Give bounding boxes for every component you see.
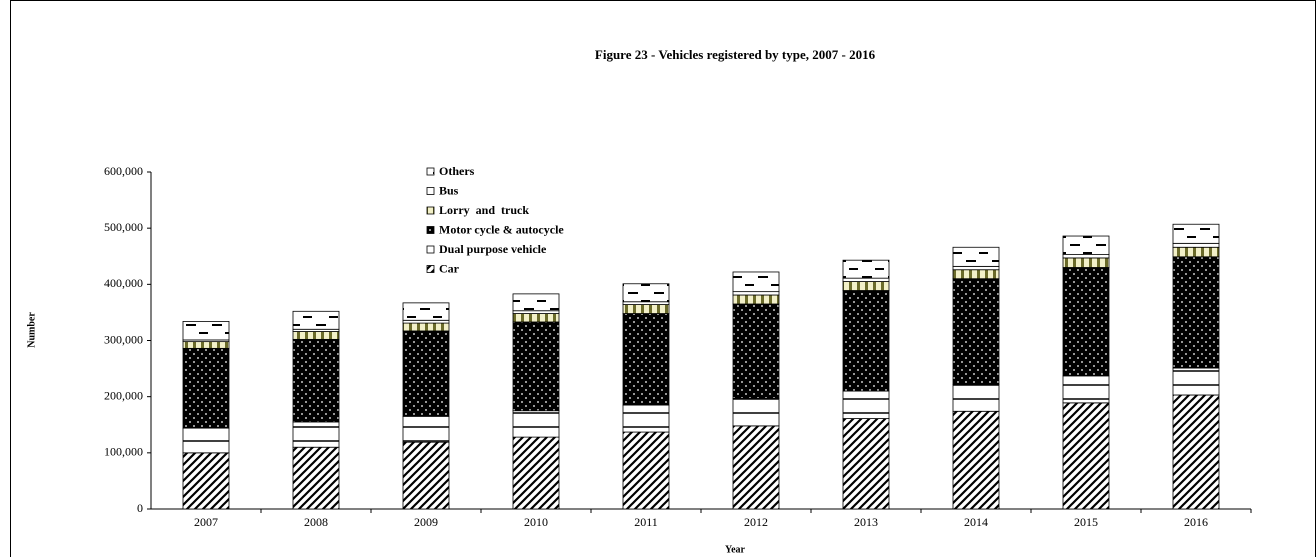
x-tick-label: 2016 [1184,515,1208,529]
y-tick-label: 300,000 [104,332,143,346]
bar-segment [1172,256,1220,369]
bar-segment [1062,375,1110,404]
bar-segment [512,321,560,412]
y-tick-label: 200,000 [104,388,143,402]
legend-swatch [426,187,435,195]
legend-label: Lorry and truck [439,203,529,217]
bar-segment [182,347,230,429]
bar-segment [622,304,670,314]
bar-segment [402,415,450,443]
bar-segment [1172,394,1220,510]
bar-segment [622,404,670,433]
legend-label: Dual purpose vehicle [439,242,547,256]
bar-segment [1172,246,1220,258]
bar-segment [512,293,560,312]
bar-segment [292,331,340,340]
bar-segment [182,452,230,510]
legend-swatch [426,245,435,254]
bar-segment [512,313,560,323]
bar-segment [952,269,1000,280]
bar-segment [292,310,340,330]
bar-segment [842,418,890,510]
bar-segment [732,303,780,399]
y-tick-label: 0 [137,501,143,515]
bar-segment [842,390,890,419]
y-tick-label: 600,000 [104,164,143,178]
x-tick-label: 2015 [1074,515,1098,529]
legend-swatch [426,265,435,273]
bar-segment [292,421,340,448]
bar-segment [732,294,780,305]
legend-swatch [426,226,435,234]
bar-segment [1062,235,1110,255]
x-tick-label: 2009 [414,515,438,529]
bar-segment [732,291,780,296]
x-tick-label: 2007 [194,515,218,529]
x-tick-label: 2013 [854,515,878,529]
bar-segment [512,436,560,510]
bar-segment [952,383,1000,412]
bar-segment [1172,223,1220,244]
legend-swatch [426,206,435,215]
legend-label: Bus [439,183,459,197]
y-axis-label: Number [26,312,37,348]
x-tick-label: 2014 [964,515,988,529]
bar-segment [402,322,450,332]
bar-segment [292,446,340,510]
x-tick-label: 2010 [524,515,548,529]
legend-label: Others [439,164,475,178]
y-tick-label: 100,000 [104,445,143,459]
bar-segment [1172,242,1220,248]
bar-segment [292,338,340,423]
bar-segment [842,277,890,282]
bar-segment [512,310,560,314]
legend-label: Car [439,261,460,275]
bar-segment [732,271,780,293]
bar-segment [622,301,670,305]
bar-segment [1062,267,1110,377]
bar-segment [182,341,230,349]
bar-segment [402,330,450,417]
bar-segment [952,410,1000,510]
bar-segment [842,259,890,279]
x-tick-label: 2012 [744,515,768,529]
bar-segment [952,246,1000,267]
bar-segment [402,319,450,324]
bar-segment [182,427,230,454]
x-axis-label: Year [725,544,746,555]
legend-label: Motor cycle & autocycle [439,222,564,236]
bar-segment [622,313,670,406]
y-tick-label: 500,000 [104,220,143,234]
bar-segment [402,302,450,321]
bar-segment [1062,254,1110,259]
chart-title: Figure 23 - Vehicles registered by type,… [595,47,876,62]
bar-segment [512,410,560,438]
x-tick-label: 2008 [304,515,328,529]
legend-swatch [426,167,435,176]
bar-segment [732,397,780,427]
bar-segment [622,431,670,510]
bar-segment [1062,257,1110,268]
y-tick-label: 400,000 [104,276,143,290]
bar-segment [952,278,1000,385]
bar-segment [1172,367,1220,396]
bar-segment [622,283,670,303]
bar-segment [732,425,780,510]
bar-segment [842,281,890,291]
bar-segment [182,321,230,341]
bar-segment [842,290,890,392]
bar-segment [1062,402,1110,510]
bar-segment [952,265,1000,271]
bar-segment [402,441,450,510]
x-tick-label: 2011 [634,515,658,529]
